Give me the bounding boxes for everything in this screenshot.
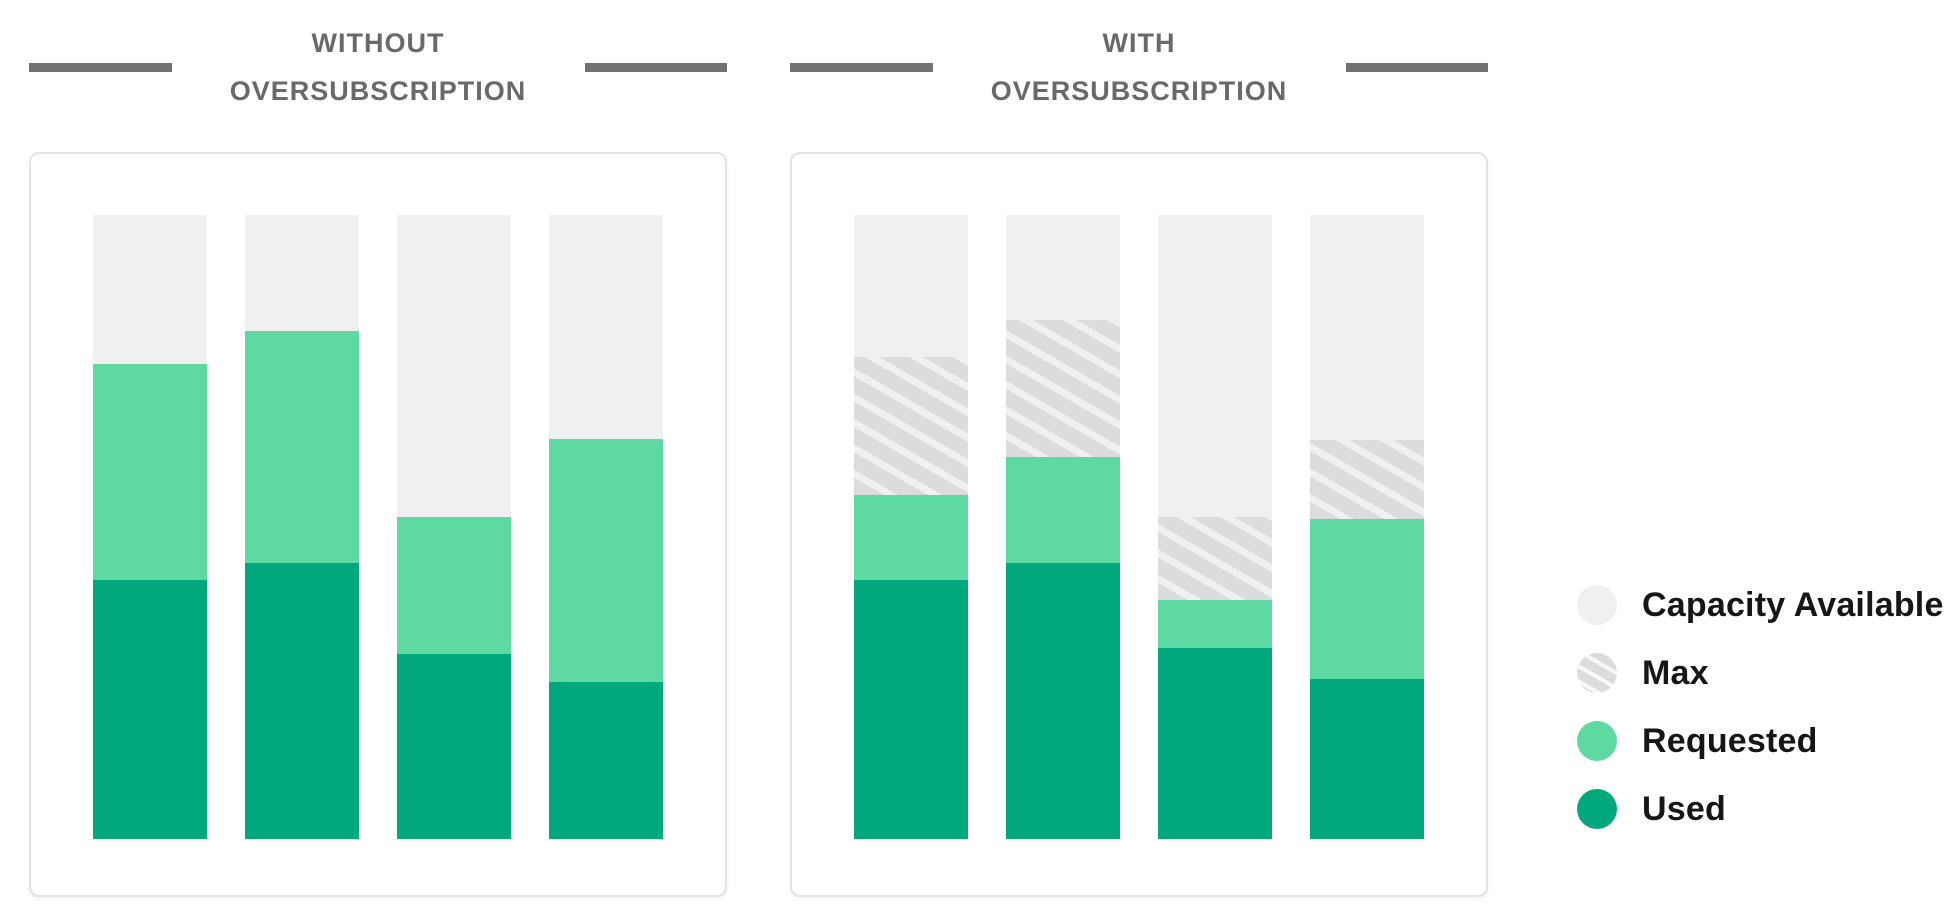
bar-segment-max	[1310, 440, 1424, 520]
bar-segment-requested	[93, 364, 207, 581]
legend-item-used: Used	[1577, 789, 1944, 829]
header-rule-left	[29, 62, 172, 72]
stacked-bar	[854, 215, 968, 839]
legend-label: Capacity Available	[1642, 585, 1944, 624]
chart-panel-without-oversubscription	[29, 152, 727, 897]
legend-item-max: Max	[1577, 653, 1944, 693]
bar-segment-used	[397, 654, 511, 839]
bar-segment-capacity	[93, 215, 207, 365]
bar-segment-capacity	[549, 215, 663, 440]
bar-segment-requested	[854, 495, 968, 581]
legend-label: Used	[1642, 789, 1726, 828]
legend-item-requested: Requested	[1577, 721, 1944, 761]
stacked-bar	[245, 215, 359, 839]
bar-segment-max	[854, 357, 968, 496]
requested-swatch-icon	[1577, 721, 1617, 761]
header-with-oversubscription: WITH OVERSUBSCRIPTION	[790, 18, 1488, 116]
bar-segment-capacity	[245, 215, 359, 332]
bar-group	[854, 215, 1424, 839]
chart-panel-with-oversubscription	[790, 152, 1488, 897]
bar-segment-used	[1006, 563, 1120, 839]
bar-segment-used	[1310, 679, 1424, 839]
bar-segment-capacity	[854, 215, 968, 358]
capacity-available-swatch-icon	[1577, 585, 1617, 625]
bar-segment-used	[93, 580, 207, 839]
bar-segment-requested	[1310, 519, 1424, 680]
bar-segment-used	[854, 580, 968, 839]
stacked-bar	[549, 215, 663, 839]
bar-segment-max	[1158, 517, 1272, 600]
bar-segment-requested	[1158, 600, 1272, 649]
bar-segment-requested	[245, 331, 359, 564]
legend: Capacity Available Max Requested Used	[1577, 585, 1944, 829]
header-rule-right	[1345, 62, 1488, 72]
used-swatch-icon	[1577, 789, 1617, 829]
stacked-bar	[397, 215, 511, 839]
bar-segment-requested	[549, 439, 663, 682]
bar-segment-used	[245, 563, 359, 839]
header-rule-left	[790, 62, 933, 72]
bar-segment-used	[549, 681, 663, 839]
stacked-bar	[93, 215, 207, 839]
legend-label: Max	[1642, 653, 1709, 692]
bar-segment-used	[1158, 648, 1272, 839]
panel-title: WITH OVERSUBSCRIPTION	[990, 28, 1288, 106]
bar-segment-max	[1006, 319, 1120, 458]
bar-segment-capacity	[1158, 215, 1272, 518]
bar-segment-capacity	[1006, 215, 1120, 320]
header-rule-right	[584, 62, 727, 72]
legend-item-capacity-available: Capacity Available	[1577, 585, 1944, 625]
header-without-oversubscription: WITHOUT OVERSUBSCRIPTION	[29, 18, 727, 116]
bar-segment-requested	[397, 517, 511, 655]
legend-label: Requested	[1642, 721, 1818, 760]
stacked-bar	[1006, 215, 1120, 839]
bar-segment-requested	[1006, 457, 1120, 564]
panel-title: WITHOUT OVERSUBSCRIPTION	[229, 28, 527, 106]
bar-segment-capacity	[397, 215, 511, 518]
bar-segment-capacity	[1310, 215, 1424, 441]
bar-group	[93, 215, 663, 839]
stacked-bar	[1310, 215, 1424, 839]
max-striped-swatch-icon	[1577, 653, 1617, 693]
stacked-bar	[1158, 215, 1272, 839]
